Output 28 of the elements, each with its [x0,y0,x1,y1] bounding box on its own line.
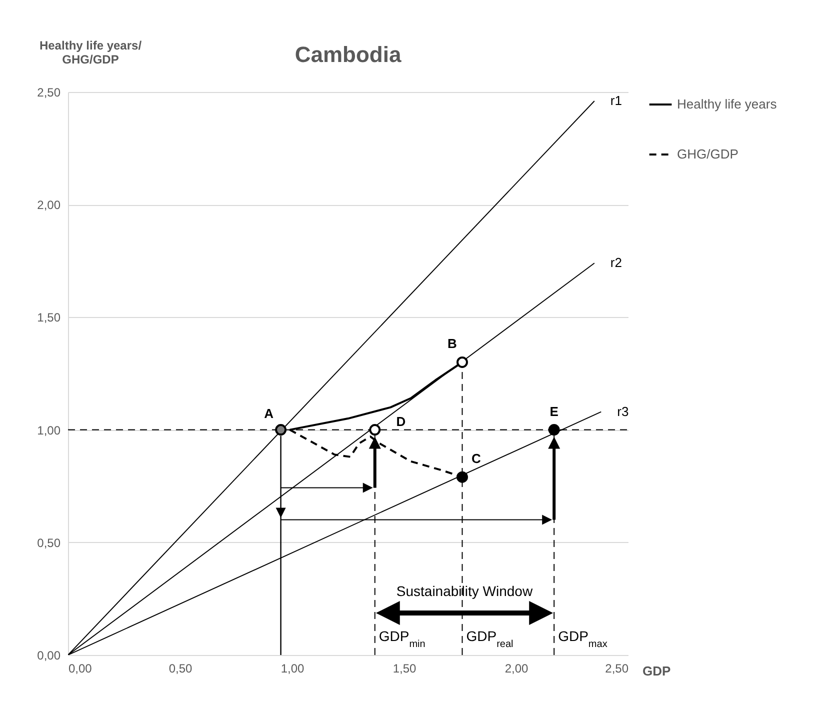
ref-line-label: GDP$_{min}$ [378,628,426,650]
x-tick-label: 1,50 [392,662,416,676]
annotation: D [396,414,406,429]
legend-label: GHG/GDP [677,146,738,162]
legend-label: Healthy life years [677,96,778,112]
chart-title: Cambodia [294,42,402,67]
ref-line-label: GDP$_{max}$ [558,628,608,650]
y-axis-title: Healthy life years/ GHG/GDP [39,38,142,66]
annotation: B [448,336,457,352]
x-tick-label: 0,00 [68,662,92,676]
annotation: E [550,404,559,419]
x-tick-label: 2,50 [605,662,629,676]
x-tick-label: 2,00 [504,662,528,676]
ref-line-label: GDP$_{real}$ [466,628,514,650]
annotation: A [264,406,274,421]
y-tick-label: 2,00 [37,198,61,212]
y-tick-label: 1,50 [37,310,61,325]
series-label: r1 [610,93,622,108]
x-tick-label: 1,00 [280,662,304,676]
y-tick-label: 0,00 [37,648,61,662]
x-tick-label: 0,50 [168,662,192,676]
y-tick-label: 0,50 [37,536,61,550]
series-label: r3 [617,404,629,419]
x-axis-title: GDP [642,664,671,678]
series-label: r2 [610,255,622,270]
y-tick-label: 2,50 [37,86,61,100]
annotation: C [472,451,482,466]
y-tick-label: 1,00 [37,423,61,438]
